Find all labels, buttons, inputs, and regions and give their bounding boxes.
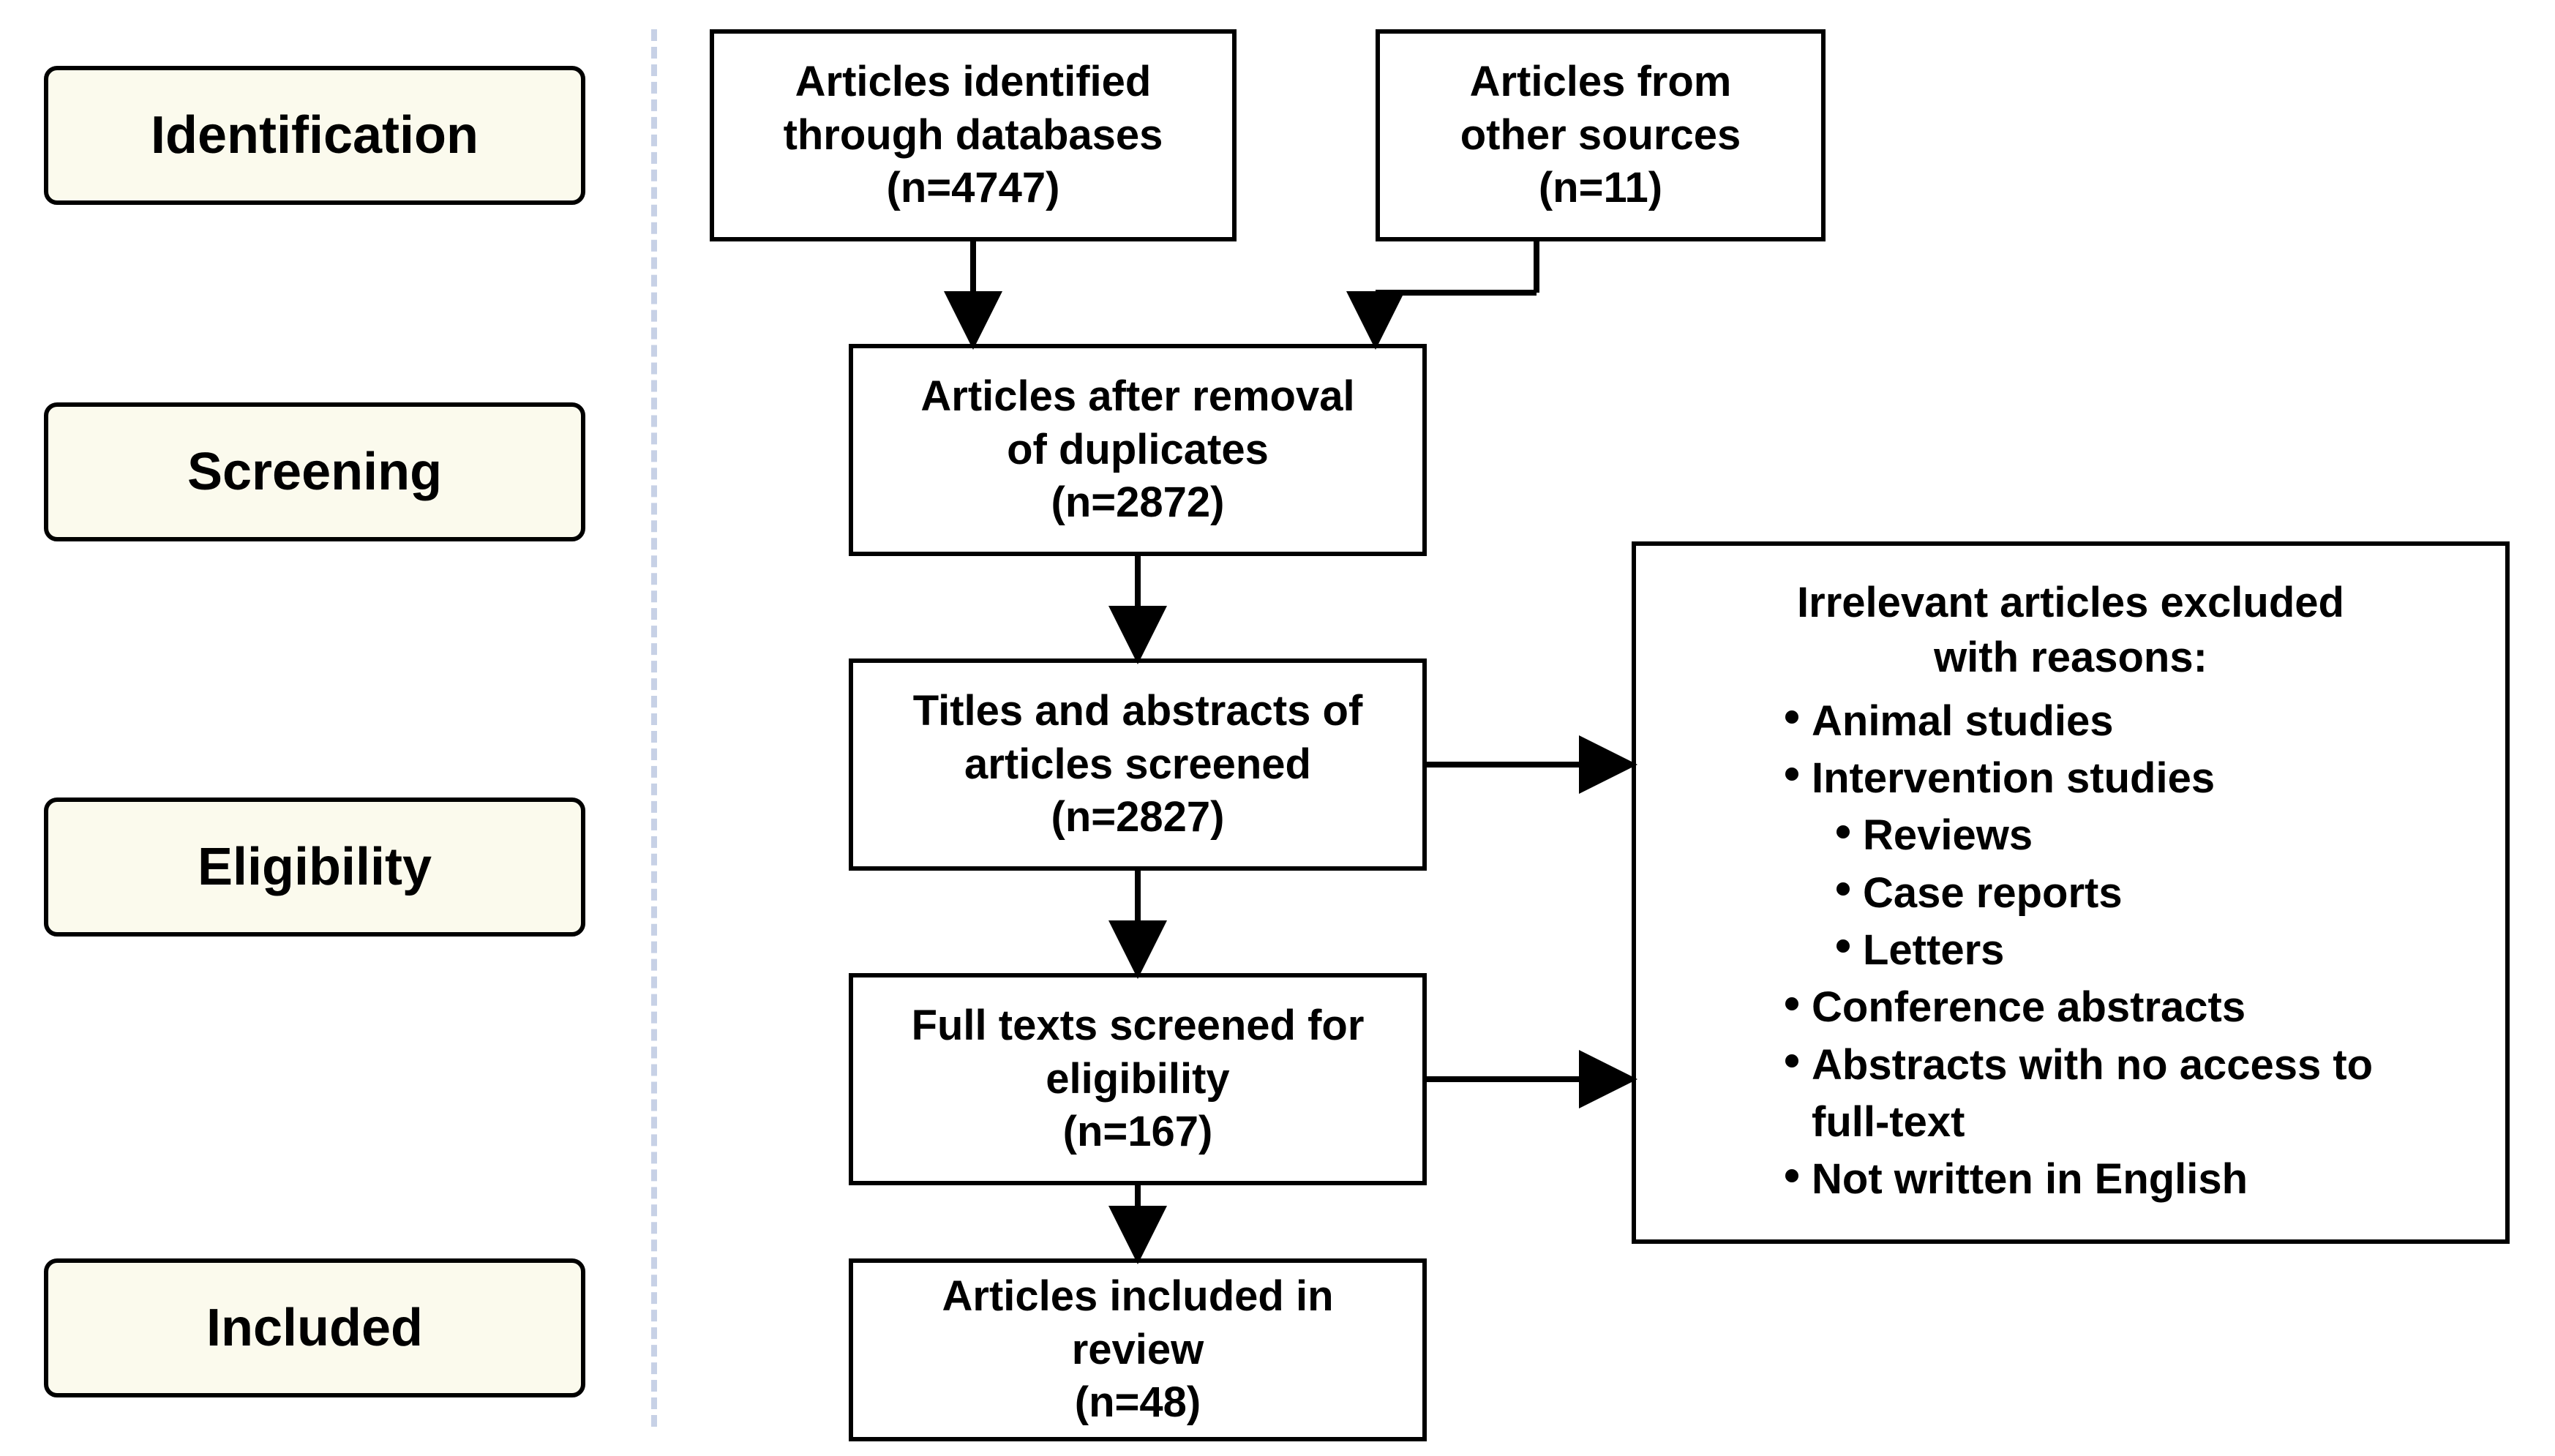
exclusion-item: Abstracts with no access to full-text	[1775, 1037, 2461, 1152]
exclusion-item: Intervention studies	[1775, 750, 2461, 807]
stage-label-eligibility: Eligibility	[44, 798, 585, 937]
stage-label-screening: Screening	[44, 402, 585, 541]
exclusion-item: Not written in English	[1775, 1151, 2461, 1208]
exclusion-item: Reviews	[1826, 807, 2461, 864]
section-divider	[651, 29, 657, 1427]
exclusion-item: Animal studies	[1775, 693, 2461, 750]
exclusion-item: Conference abstracts	[1775, 979, 2461, 1036]
exclusion-item: Case reports	[1826, 865, 2461, 922]
prisma-flowchart: Identification Screening Eligibility Inc…	[0, 0, 2555, 1456]
box-after-dedup: Articles after removalof duplicates(n=28…	[849, 344, 1427, 556]
box-exclusion-reasons: Irrelevant articles excludedwith reasons…	[1632, 541, 2510, 1244]
box-databases: Articles identifiedthrough databases(n=4…	[710, 29, 1237, 241]
box-included: Articles included inreview(n=48)	[849, 1258, 1427, 1441]
stage-label-included: Included	[44, 1258, 585, 1397]
box-other-sources: Articles fromother sources(n=11)	[1376, 29, 1826, 241]
stage-label-identification: Identification	[44, 66, 585, 205]
box-fulltext: Full texts screened foreligibility(n=167…	[849, 973, 1427, 1185]
exclusion-item: Letters	[1826, 922, 2461, 979]
box-titles-abstracts: Titles and abstracts ofarticles screened…	[849, 658, 1427, 871]
exclusion-list: Animal studiesIntervention studiesReview…	[1680, 693, 2461, 1209]
exclusion-title: Irrelevant articles excludedwith reasons…	[1680, 575, 2461, 686]
